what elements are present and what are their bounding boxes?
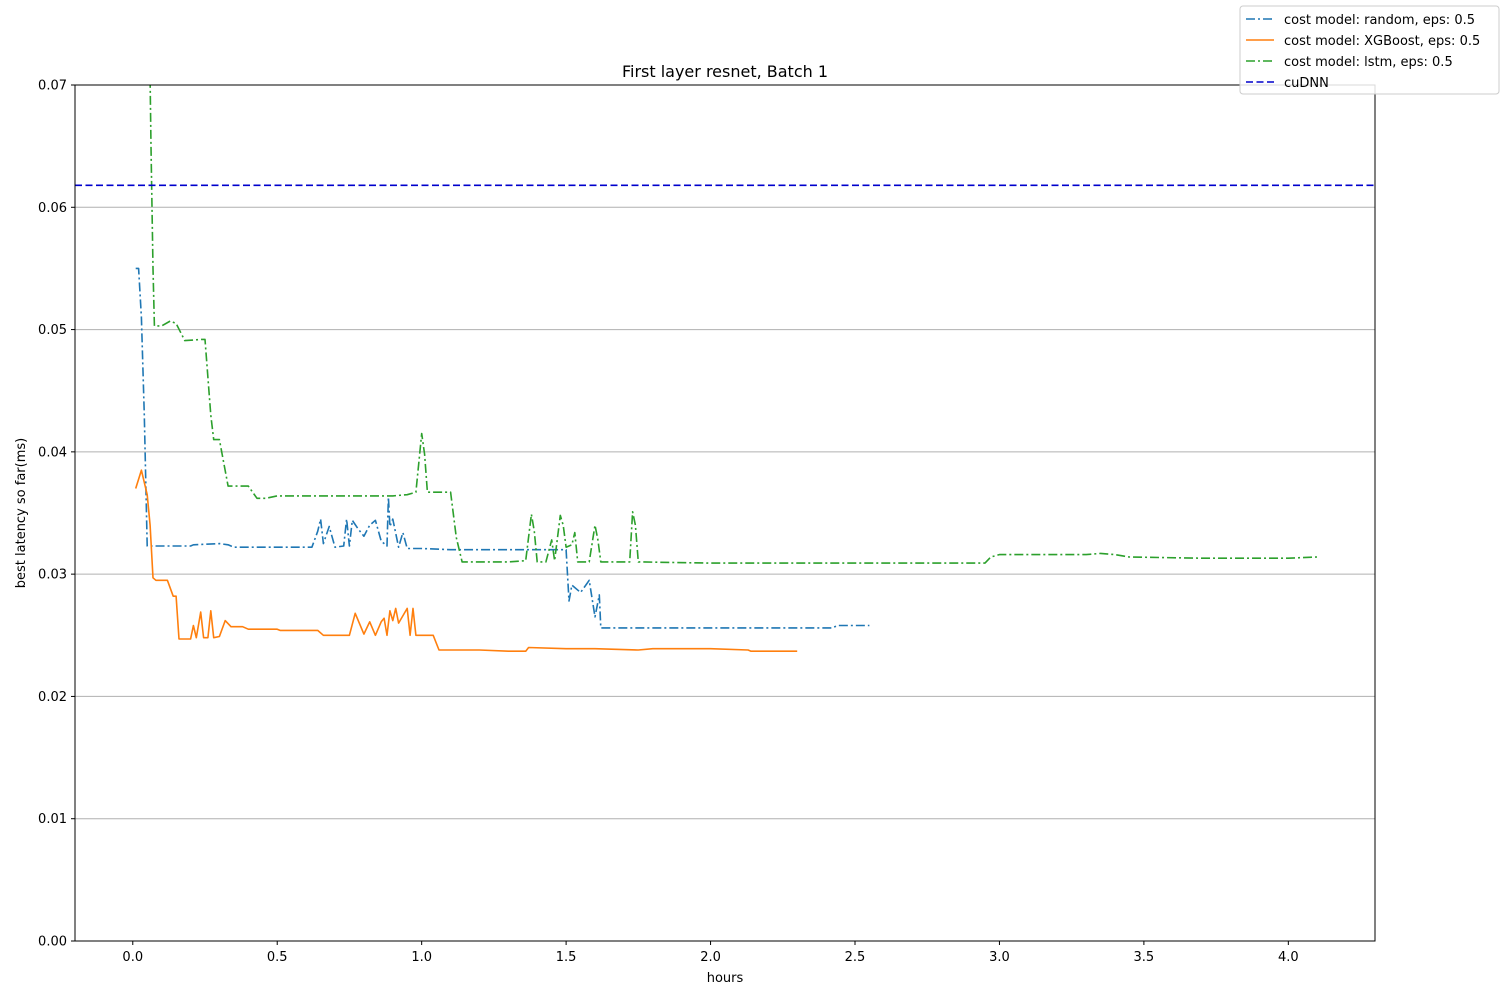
y-tick-label-1: 0.01 [38, 812, 67, 827]
plot-frame [74, 84, 1376, 942]
x-tick-label-4: 2.0 [700, 950, 721, 965]
series-layer [75, 85, 1375, 652]
x-tick-label-3: 1.5 [556, 950, 577, 965]
chart-title: First layer resnet, Batch 1 [622, 62, 828, 81]
y-tick-label-4: 0.04 [38, 445, 67, 460]
series-line-2 [149, 85, 1318, 564]
x-tick-label-6: 3.0 [989, 950, 1010, 965]
legend-label-3: cuDNN [1284, 76, 1329, 91]
y-tick-label-0: 0.00 [38, 935, 67, 950]
grid-layer [75, 206, 1375, 820]
x-tick-label-7: 3.5 [1134, 950, 1155, 965]
y-axis-label: best latency so far(ms) [14, 438, 29, 588]
legend: cost model: random, eps: 0.5 cost model: … [1239, 5, 1500, 95]
x-tick-label-0: 0.0 [122, 950, 143, 965]
x-tick-label-1: 0.5 [267, 950, 288, 965]
legend-label-1: cost model: XGBoost, eps: 0.5 [1284, 34, 1480, 49]
legend-label-0: cost model: random, eps: 0.5 [1284, 13, 1475, 28]
series-line-1 [134, 469, 798, 652]
y-tick-label-6: 0.06 [38, 201, 67, 216]
y-tick-label-3: 0.03 [38, 568, 67, 583]
y-tick-label-7: 0.07 [38, 79, 67, 94]
y-tick-label-5: 0.05 [38, 323, 67, 338]
series-line-0 [135, 267, 870, 629]
x-tick-label-2: 1.0 [411, 950, 432, 965]
y-tick-label-2: 0.02 [38, 690, 67, 705]
x-tick-label-5: 2.5 [845, 950, 866, 965]
axis-layer: 0.00 0.01 0.02 0.03 0.04 0.05 0.06 0.07 0.0 0.5 1.… [38, 79, 1299, 966]
legend-box [1239, 5, 1500, 95]
x-axis-label: hours [707, 971, 744, 986]
x-tick-label-8: 4.0 [1278, 950, 1299, 965]
legend-label-2: cost model: lstm, eps: 0.5 [1284, 55, 1453, 70]
